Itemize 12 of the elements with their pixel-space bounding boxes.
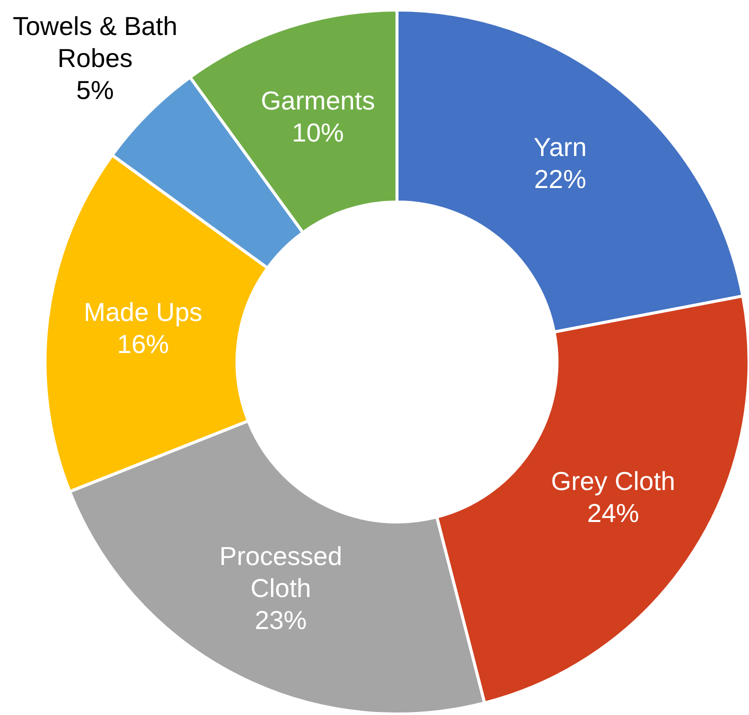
slice-label: Grey Cloth bbox=[551, 466, 676, 496]
slice-label: Garments bbox=[260, 85, 375, 116]
data-label: 5% bbox=[76, 74, 114, 105]
slice-label: Yarn bbox=[534, 132, 587, 162]
data-label: 23% bbox=[254, 604, 307, 635]
slice-label: Processed Cloth bbox=[219, 540, 342, 603]
data-label: 24% bbox=[587, 498, 640, 528]
data-label: 16% bbox=[116, 328, 170, 359]
slice-label: Made Ups bbox=[84, 296, 202, 327]
data-label: 22% bbox=[534, 164, 586, 194]
slice-label: Towels & Bath Robes bbox=[12, 10, 178, 73]
data-label: 10% bbox=[292, 117, 344, 148]
